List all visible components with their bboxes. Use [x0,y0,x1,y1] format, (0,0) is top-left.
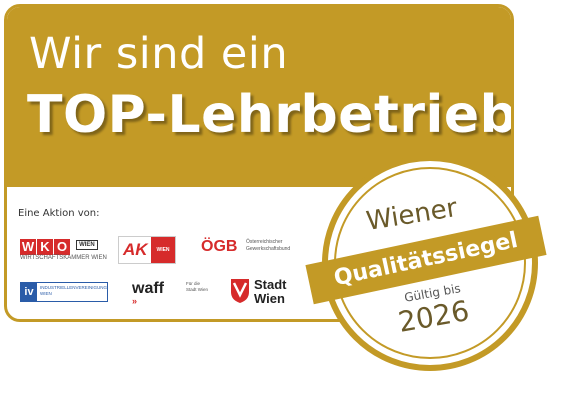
ak-logo: AK WIEN [118,236,176,264]
ak-mark: AK [123,240,148,259]
iv-subtitle-wien: WIEN [40,291,52,296]
ak-tag: WIEN [151,237,175,263]
wko-letter-k: K [37,239,53,255]
iv-mark: iv [21,283,37,301]
stadt-wien-line2: Wien [254,291,285,306]
waff-subtitle: Für die Stadt Wien [186,281,209,292]
wko-letter-o: O [54,239,70,255]
ogb-logo: ÖGB [201,238,238,255]
headline-line2: TOP-Lehrbetrieb [27,85,514,145]
iv-subtitle: INDUSTRIELLENVEREINIGUNG [40,285,108,290]
headline-banner: Wir sind ein TOP-Lehrbetrieb [7,7,511,187]
stadt-wien-shield-icon [231,279,249,303]
waff-logo: waff [132,280,164,297]
wko-letter-w: W [20,239,36,255]
stadt-wien-line1: Stadt [254,277,287,292]
headline-line1: Wir sind ein [29,29,289,79]
wko-tag: WIEN [76,240,98,250]
aktion-label: Eine Aktion von: [18,208,100,219]
stadt-wien-logo: Stadt Wien [254,278,298,306]
ogb-subtitle: Österreichischer Gewerkschaftsbund [246,239,291,252]
iv-logo: iv INDUSTRIELLENVEREINIGUNG WIEN [20,282,108,302]
wko-subtitle: WIRTSCHAFTSKAMMER WIEN [20,255,107,261]
waff-arrow-icon: » [132,296,138,306]
